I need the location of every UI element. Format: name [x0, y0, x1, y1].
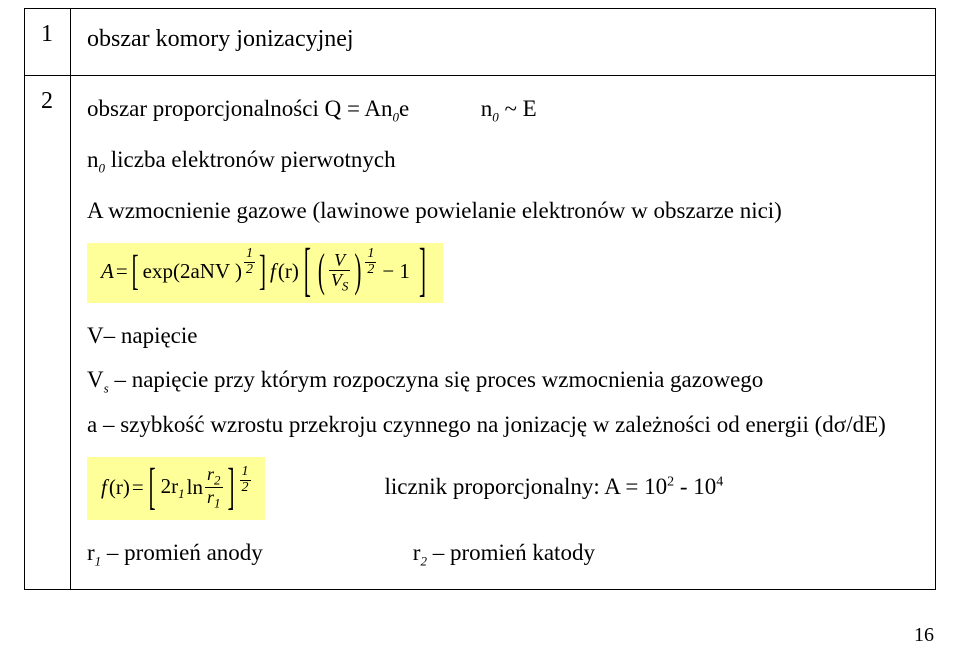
formula-F-row: f (r) = [ 2r1 ln r2 r1 ]: [87, 453, 919, 520]
fA-VsS: S: [342, 278, 349, 293]
licz-mid: - 10: [674, 474, 716, 499]
fF-f: f: [101, 472, 107, 504]
fF-hb: 2: [240, 480, 251, 496]
bottom-radii: r1 – promień anody r2 – promień katody: [87, 536, 919, 571]
r1-a: r: [87, 540, 95, 565]
fA-h1t: 1: [244, 247, 255, 262]
licz-p2: 4: [716, 474, 723, 489]
fF-ln: ln: [187, 472, 203, 504]
row1-num-text: 1: [41, 21, 53, 47]
formula-A-box: A = [ exp(2aNV ) 12 ] f (r) [ ( V: [87, 239, 919, 303]
fA-h2t: 1: [365, 247, 376, 262]
fF-fbr: r: [207, 487, 214, 507]
line-Vs: Vs – napięcie przy którym rozpoczyna się…: [87, 363, 919, 398]
formula-A: A = [ exp(2aNV ) 12 ] f (r) [ ( V: [101, 251, 429, 293]
line-a-def: a – szybkość wzrostu przekroju czynnego …: [87, 408, 919, 443]
row2-num-text: 2: [41, 88, 53, 114]
fA-r: (r): [278, 256, 299, 288]
row1-text: obszar komory jonizacyjnej: [87, 21, 919, 57]
fF-fbs: 1: [214, 496, 221, 511]
fF-ht: 1: [240, 465, 251, 480]
line-Vnap: V– napięcie: [87, 319, 919, 354]
r2-b: – promień katody: [427, 540, 595, 565]
page-number: 16: [914, 624, 934, 647]
fA-VsV: V: [331, 270, 342, 290]
formula-F: f (r) = [ 2r1 ln r2 r1 ]: [101, 465, 251, 510]
vs-b: – napięcie przy którym rozpoczyna się pr…: [109, 367, 764, 392]
line-A-def: A wzmocnienie gazowe (lawinowe powielani…: [87, 194, 919, 229]
n0-a: n: [87, 147, 99, 172]
fA-f: f: [270, 256, 276, 288]
fF-s1: 1: [178, 486, 185, 501]
fF-eq: =: [132, 472, 144, 504]
page: 1 obszar komory jonizacyjnej 2 obszar pr…: [0, 0, 960, 655]
fA-A: A: [101, 256, 114, 288]
vs-a: V: [87, 367, 104, 392]
fA-eq: =: [116, 256, 128, 288]
prop-b: e: [399, 96, 409, 121]
row2-number: 2: [25, 76, 71, 590]
row2-body: obszar proporcjonalności Q = An0e n0 ~ E…: [71, 76, 936, 590]
prop-right-tail: ~ E: [499, 96, 537, 121]
prop-right-n: n: [481, 96, 493, 121]
licz-a: licznik proporcjonalny: A = 10: [385, 474, 668, 499]
fA-h1b: 2: [244, 262, 255, 278]
licznik-text: licznik proporcjonalny: A = 102 - 104: [385, 470, 724, 505]
fF-fts: 2: [214, 473, 221, 488]
content-table: 1 obszar komory jonizacyjnej 2 obszar pr…: [24, 8, 936, 590]
n0-b: liczba elektronów pierwotnych: [105, 147, 396, 172]
row1-body: obszar komory jonizacyjnej: [71, 9, 936, 76]
fF-r: (r): [109, 472, 130, 504]
line-proportionality: obszar proporcjonalności Q = An0e n0 ~ E: [87, 92, 919, 127]
fA-V: V: [332, 251, 347, 270]
prop-a: obszar proporcjonalności Q = An: [87, 96, 393, 121]
fF-ftr: r: [207, 464, 214, 484]
fA-exp: exp(2aNV ): [143, 256, 242, 288]
fF-2r1: 2r: [161, 474, 179, 498]
fA-m1: − 1: [382, 256, 410, 288]
row1-number: 1: [25, 9, 71, 76]
r1-b: – promień anody: [101, 540, 263, 565]
fA-h2b: 2: [365, 262, 376, 278]
line-n0: n0 liczba elektronów pierwotnych: [87, 143, 919, 178]
